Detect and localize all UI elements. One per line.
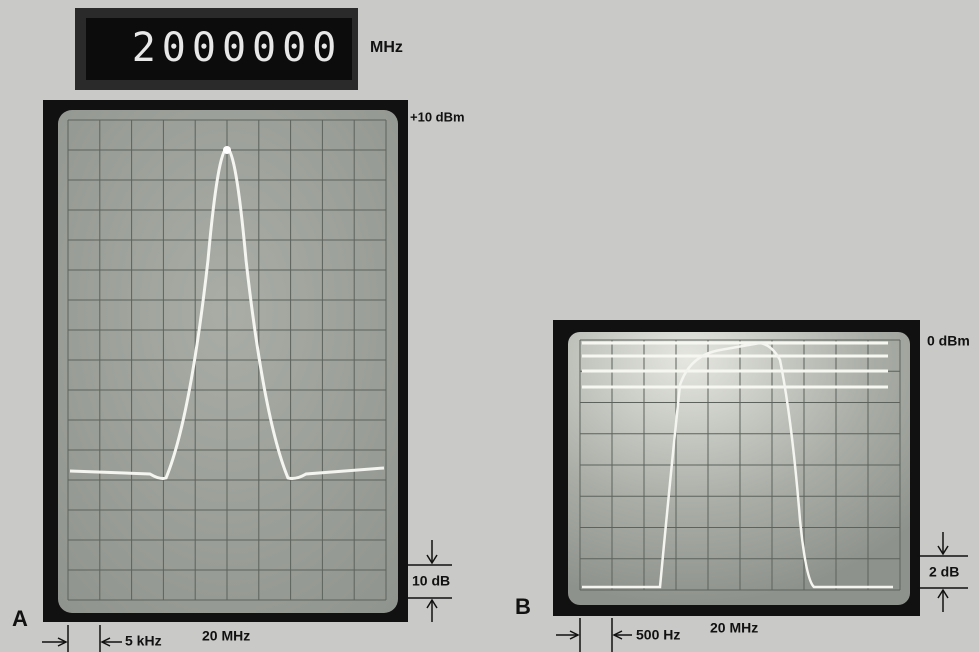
screen (568, 332, 910, 605)
center-frequency: 20 MHz (710, 620, 758, 636)
display-digits: 2000000 (132, 25, 343, 71)
scale-marker (918, 532, 968, 612)
center-frequency: 20 MHz (202, 628, 250, 644)
scale: 10 dB (412, 573, 450, 589)
span: 500 Hz (636, 627, 680, 643)
screen (58, 110, 398, 613)
graticule (579, 339, 901, 591)
span-marker (42, 625, 122, 652)
trace (582, 341, 893, 589)
ref-level: +10 dBm (410, 109, 465, 124)
scale-marker (408, 540, 452, 622)
span: 5 kHz (125, 633, 162, 649)
reference-lines (582, 341, 888, 389)
span-marker (556, 618, 632, 652)
display-window (86, 18, 352, 80)
ref-level: 0 dBm (927, 333, 970, 349)
display-unit: MHz (370, 39, 403, 56)
peak (223, 146, 231, 154)
scale: 2 dB (929, 564, 959, 580)
panel-label: A (12, 606, 28, 631)
panel-label: B (515, 594, 531, 619)
